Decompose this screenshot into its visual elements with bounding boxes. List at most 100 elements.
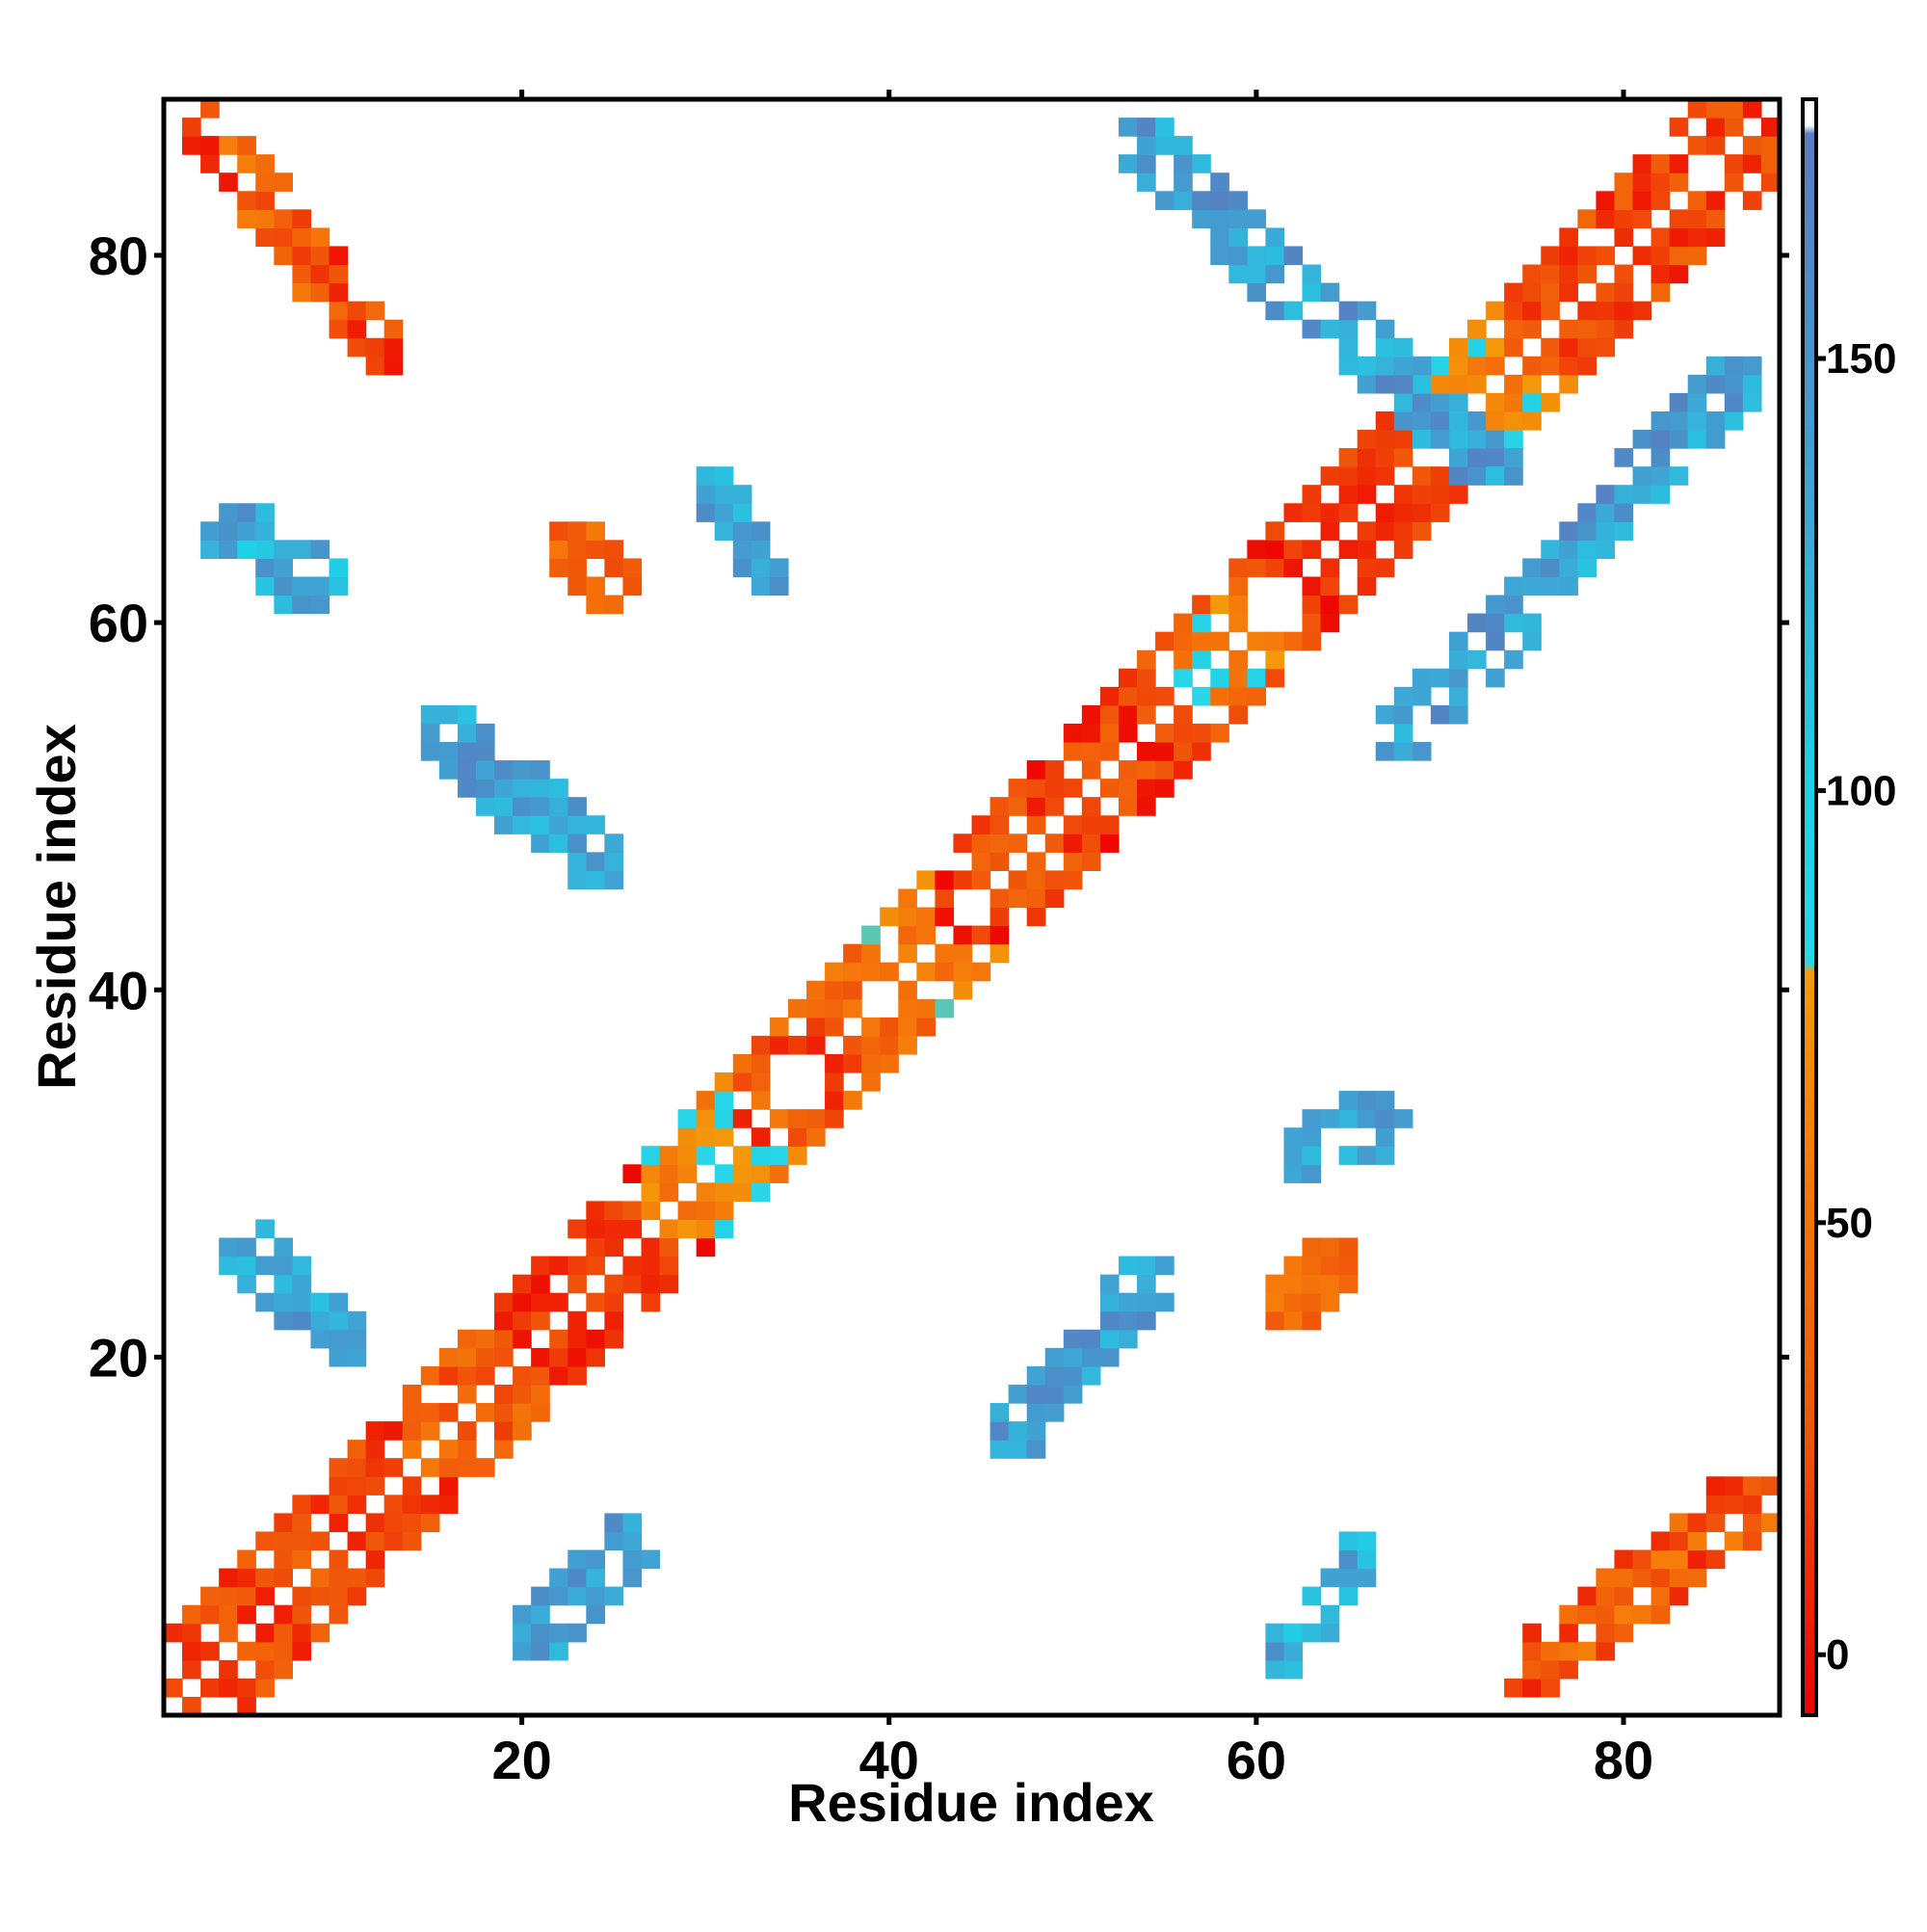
heatmap-cell: [1650, 154, 1671, 173]
heatmap-cell: [1614, 282, 1634, 303]
heatmap-cell: [1265, 1623, 1285, 1643]
heatmap-cell: [274, 1531, 293, 1551]
heatmap-cell: [1742, 1495, 1762, 1514]
heatmap-cell: [769, 1164, 789, 1183]
heatmap-cell: [641, 1237, 661, 1257]
heatmap-cell: [1008, 1440, 1028, 1459]
heatmap-cell: [622, 1164, 643, 1183]
heatmap-cell: [182, 1696, 201, 1716]
heatmap-cell: [1099, 741, 1120, 761]
heatmap-cell: [255, 172, 275, 192]
heatmap-cell: [1393, 686, 1413, 706]
heatmap-cell: [1283, 1127, 1304, 1147]
heatmap-cell: [1650, 191, 1671, 210]
heatmap-cell: [604, 870, 624, 890]
heatmap-cell: [1669, 1586, 1689, 1606]
heatmap-cell: [475, 1458, 495, 1477]
heatmap-cell: [1486, 466, 1505, 486]
heatmap-cell: [659, 1219, 679, 1239]
colorbar-ticks: 0 50 100 150: [1816, 335, 1896, 1679]
heatmap-cell: [1302, 1109, 1322, 1128]
heatmap-cell: [677, 1201, 698, 1221]
heatmap-cell: [769, 1035, 789, 1055]
heatmap-cell: [1063, 741, 1083, 761]
heatmap-cell: [549, 779, 568, 798]
heatmap-cell: [1044, 1365, 1065, 1386]
heatmap-cell: [549, 815, 568, 834]
heatmap-cell: [1650, 282, 1671, 303]
heatmap-cell: [1448, 356, 1468, 376]
heatmap-cell: [383, 356, 404, 376]
heatmap-cell: [898, 907, 917, 927]
heatmap-cell: [513, 1384, 532, 1404]
heatmap-cell: [1008, 870, 1028, 890]
heatmap-cell: [1008, 888, 1028, 909]
heatmap-cell: [1614, 301, 1634, 321]
heatmap-cell: [164, 1623, 183, 1643]
heatmap-cell: [990, 815, 1010, 834]
heatmap-cell: [825, 1091, 844, 1110]
heatmap-cell: [549, 1641, 568, 1661]
heatmap-cell: [292, 282, 312, 303]
heatmap-cell: [1137, 172, 1156, 192]
heatmap-cell: [383, 1458, 404, 1477]
heatmap-cell: [255, 1292, 275, 1312]
heatmap-cell: [568, 797, 587, 816]
heatmap-cell: [1705, 1549, 1726, 1570]
heatmap-cell: [1357, 1146, 1377, 1165]
heatmap-cell: [402, 1403, 422, 1422]
heatmap-cell: [1650, 172, 1671, 192]
heatmap-cell: [347, 301, 367, 321]
heatmap-cell: [1044, 779, 1065, 798]
heatmap-cell: [898, 1035, 917, 1055]
heatmap-cell: [1338, 1531, 1359, 1551]
heatmap-cell: [549, 1347, 568, 1367]
heatmap-cell: [990, 907, 1010, 927]
heatmap-cell: [292, 1604, 312, 1625]
heatmap-cell: [1174, 191, 1193, 210]
heatmap-cell: [1430, 392, 1450, 412]
heatmap-cell: [475, 779, 495, 798]
heatmap-cell: [219, 136, 238, 155]
heatmap-cell: [1522, 282, 1542, 303]
heatmap-cell: [586, 521, 605, 541]
heatmap-cell: [237, 540, 256, 560]
heatmap-cell: [916, 962, 936, 982]
heatmap-cell: [200, 154, 220, 173]
heatmap-cell: [732, 540, 752, 560]
heatmap-cell: [255, 1641, 275, 1661]
heatmap-cell: [365, 1549, 385, 1570]
heatmap-cell: [825, 1109, 844, 1128]
heatmap-cell: [1577, 540, 1597, 560]
heatmap-cell: [1541, 301, 1560, 321]
heatmap-cell: [1559, 282, 1578, 303]
heatmap-cell: [1430, 410, 1450, 431]
heatmap-cell: [1338, 319, 1359, 339]
heatmap-cell: [1063, 1329, 1083, 1349]
heatmap-cell: [1504, 466, 1523, 486]
heatmap-cell: [200, 1604, 220, 1625]
heatmap-cell: [292, 1292, 312, 1312]
heatmap-cell: [292, 1495, 312, 1514]
heatmap-cell: [1669, 466, 1689, 486]
heatmap-cell: [805, 1035, 826, 1055]
heatmap-cell: [365, 337, 385, 357]
heatmap-cell: [1357, 356, 1377, 376]
heatmap-cell: [751, 576, 771, 596]
heatmap-cell: [1760, 154, 1781, 173]
heatmap-cell: [1063, 815, 1083, 834]
heatmap-cell: [219, 521, 238, 541]
heatmap-cell: [568, 1365, 587, 1386]
heatmap-cell: [1393, 503, 1413, 522]
heatmap-cell: [1302, 540, 1322, 560]
heatmap-cell: [1063, 1347, 1083, 1367]
heatmap-cell: [1375, 430, 1395, 449]
heatmap-cell: [255, 227, 275, 248]
heatmap-cell: [1247, 668, 1267, 688]
heatmap-cell: [1099, 779, 1120, 798]
heatmap-cell: [732, 1109, 752, 1128]
heatmap-cell: [292, 540, 312, 560]
heatmap-cell: [990, 943, 1010, 964]
heatmap-cell: [1247, 540, 1267, 560]
heatmap-cell: [347, 1458, 367, 1477]
